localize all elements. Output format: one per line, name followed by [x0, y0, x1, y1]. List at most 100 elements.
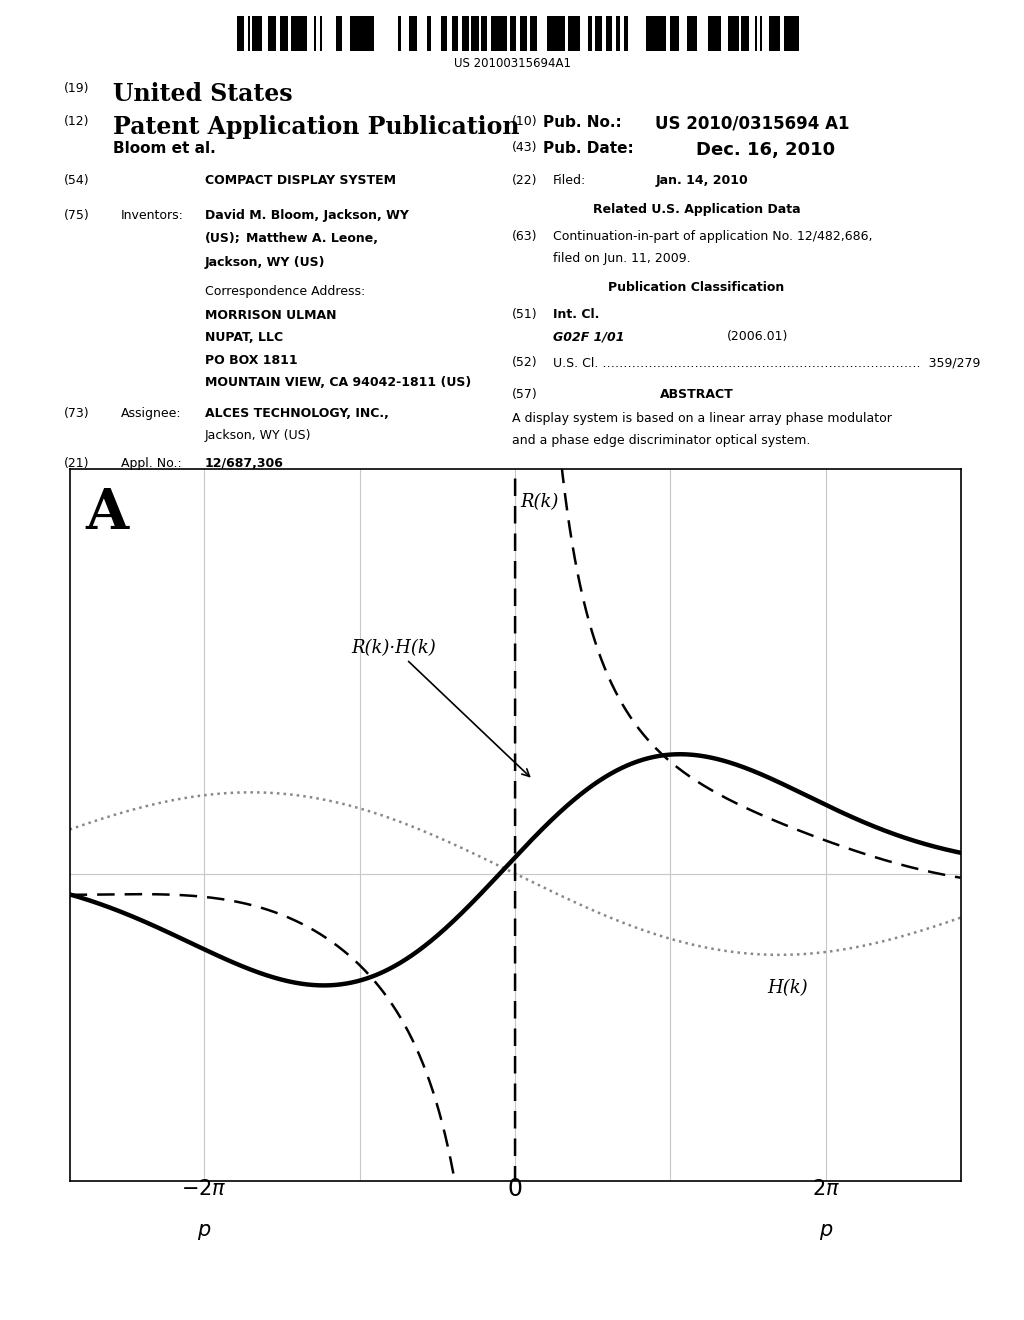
Text: (43): (43) [512, 141, 538, 154]
Bar [575, 16, 578, 51]
Bar [284, 16, 286, 51]
Text: $2\pi$: $2\pi$ [812, 1179, 840, 1199]
Text: (19): (19) [63, 82, 89, 95]
Text: A display system is based on a linear array phase modulator: A display system is based on a linear ar… [512, 412, 892, 425]
Text: R(k)·H(k): R(k)·H(k) [351, 639, 529, 776]
Bar [268, 16, 275, 51]
Bar [645, 16, 651, 51]
Text: (51): (51) [512, 308, 538, 321]
Bar [520, 16, 527, 51]
Bar [350, 16, 355, 51]
Bar [471, 16, 479, 51]
Bar [427, 16, 429, 51]
Bar [653, 16, 657, 51]
Bar [571, 16, 575, 51]
Bar [336, 16, 338, 51]
Bar [303, 16, 307, 51]
Bar [717, 16, 721, 51]
Bar [441, 16, 443, 51]
Bar [338, 16, 342, 51]
Bar [712, 16, 717, 51]
Text: (21): (21) [63, 457, 89, 470]
Text: $0$: $0$ [507, 1177, 523, 1201]
Text: Int. Cl.: Int. Cl. [553, 308, 599, 321]
Bar [313, 16, 315, 51]
Text: Dec. 16, 2010: Dec. 16, 2010 [696, 141, 836, 160]
Bar [624, 16, 628, 51]
Text: Appl. No.:: Appl. No.: [121, 457, 181, 470]
Bar [786, 16, 788, 51]
Bar [595, 16, 602, 51]
Text: US 20100315694A1: US 20100315694A1 [454, 57, 570, 70]
Bar [286, 16, 289, 51]
Bar [398, 16, 400, 51]
Text: Publication Classification: Publication Classification [608, 281, 784, 294]
Bar [409, 16, 411, 51]
Bar [452, 16, 458, 51]
Text: Correspondence Address:: Correspondence Address: [205, 285, 365, 298]
Text: Jackson, WY (US): Jackson, WY (US) [205, 429, 311, 442]
Bar [590, 16, 592, 51]
Text: (22): (22) [512, 174, 538, 187]
Bar [248, 16, 250, 51]
Text: (63): (63) [512, 230, 538, 243]
Bar [657, 16, 664, 51]
Bar [355, 16, 361, 51]
Text: R(k): R(k) [520, 492, 558, 511]
Text: (73): (73) [63, 407, 89, 420]
Text: H(k): H(k) [767, 979, 808, 997]
Bar [372, 16, 375, 51]
Text: (US);: (US); [205, 232, 241, 246]
Bar [238, 16, 242, 51]
Bar [552, 16, 559, 51]
Bar [741, 16, 743, 51]
Bar [563, 16, 565, 51]
Bar [755, 16, 758, 51]
Text: A: A [86, 487, 129, 541]
Text: G02F 1/01: G02F 1/01 [553, 330, 625, 343]
Bar [728, 16, 731, 51]
Bar [252, 16, 255, 51]
Text: Jackson, WY (US): Jackson, WY (US) [205, 256, 326, 269]
Text: $p$: $p$ [819, 1222, 834, 1242]
Bar [773, 16, 780, 51]
Text: MOUNTAIN VIEW, CA 94042-1811 (US): MOUNTAIN VIEW, CA 94042-1811 (US) [205, 376, 471, 389]
Bar [588, 16, 590, 51]
Bar [497, 16, 503, 51]
Bar [687, 16, 691, 51]
Text: $p$: $p$ [197, 1222, 211, 1242]
Text: (10): (10) [512, 115, 538, 128]
Text: $-2\pi$: $-2\pi$ [181, 1179, 227, 1199]
Text: David M. Bloom, Jackson, WY: David M. Bloom, Jackson, WY [205, 209, 409, 222]
Bar [462, 16, 469, 51]
Text: Related U.S. Application Data: Related U.S. Application Data [593, 203, 800, 216]
Text: COMPACT DISPLAY SYSTEM: COMPACT DISPLAY SYSTEM [205, 174, 396, 187]
Text: MORRISON ULMAN: MORRISON ULMAN [205, 309, 336, 322]
Bar [443, 16, 447, 51]
Text: Assignee:: Assignee: [121, 407, 181, 420]
Bar [368, 16, 370, 51]
Bar [549, 16, 552, 51]
Text: Bloom et al.: Bloom et al. [113, 141, 215, 156]
Bar [280, 16, 284, 51]
Text: (54): (54) [63, 174, 89, 187]
Bar [606, 16, 611, 51]
Text: Continuation-in-part of application No. 12/482,686,: Continuation-in-part of application No. … [553, 230, 872, 243]
Bar [691, 16, 697, 51]
Bar [364, 16, 368, 51]
Text: Matthew A. Leone,: Matthew A. Leone, [246, 232, 378, 246]
Bar [481, 16, 486, 51]
Text: U.S. Cl. ‥‥‥‥‥‥‥‥‥‥‥‥‥‥‥‥‥‥‥‥‥‥‥‥‥‥‥‥‥‥‥‥‥‥‥‥‥‥  359/279: U.S. Cl. ‥‥‥‥‥‥‥‥‥‥‥‥‥‥‥‥‥‥‥‥‥‥‥‥‥‥‥‥‥‥‥… [553, 356, 980, 370]
Bar [495, 16, 497, 51]
Bar [505, 16, 508, 51]
Bar [567, 16, 571, 51]
Bar [291, 16, 296, 51]
Bar [792, 16, 799, 51]
Text: Filed:: Filed: [553, 174, 586, 187]
Text: US 2010/0315694 A1: US 2010/0315694 A1 [655, 115, 850, 133]
Bar [670, 16, 674, 51]
Text: Inventors:: Inventors: [121, 209, 183, 222]
Bar [319, 16, 323, 51]
Text: (52): (52) [512, 356, 538, 370]
Bar [490, 16, 495, 51]
